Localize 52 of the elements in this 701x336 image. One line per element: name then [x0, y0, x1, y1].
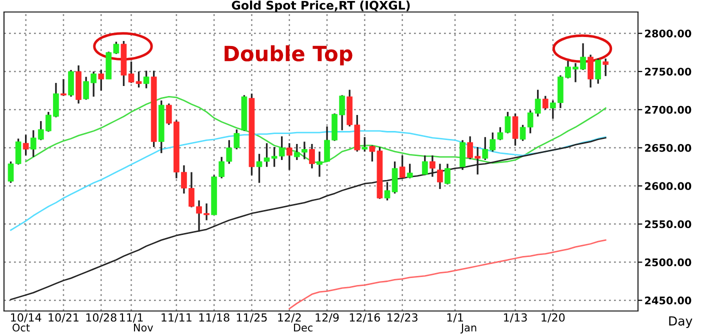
chart-title: Gold Spot Price,RT (IQXGL)	[232, 0, 410, 12]
candlestick	[444, 162, 450, 186]
text: Jan	[460, 324, 476, 334]
x-tick-label: 10/28	[86, 313, 116, 323]
line-series	[288, 239, 606, 310]
x-tick-label: 1/1	[447, 313, 463, 323]
candlestick	[22, 134, 29, 156]
y-tick-label: 2450.00	[645, 296, 692, 304]
candlestick	[143, 70, 150, 90]
y-tick-label: 2750.00	[645, 68, 692, 76]
x-tick-label: 10/21	[48, 313, 78, 323]
candlestick	[512, 112, 518, 146]
line-series	[10, 130, 606, 231]
x-tick-label: 12/9	[316, 313, 339, 323]
candlestick	[542, 95, 548, 110]
y-tick-label: 2800.00	[645, 30, 692, 38]
y-tick-label: 2500.00	[645, 258, 692, 266]
candlestick	[68, 69, 74, 98]
x-tick-label: 1/20	[542, 313, 565, 323]
line-series	[25, 96, 606, 164]
x-tick-label: 12/2	[278, 313, 301, 323]
candlestick	[60, 78, 66, 97]
x-tick-label: 12/16	[350, 313, 380, 323]
candlestick	[422, 154, 428, 176]
candlestick	[588, 54, 594, 88]
annotation: Double Top	[224, 45, 352, 66]
x-tick-label: 10/14	[11, 313, 42, 323]
candlestick	[595, 58, 602, 85]
x-tick-label: 11/18	[199, 313, 230, 323]
y-tick-label: 2600.00	[645, 182, 692, 190]
candlestick	[430, 154, 436, 178]
y-tick-label: 2700.00	[645, 106, 692, 114]
text: Dec	[294, 324, 313, 332]
candlestick	[286, 142, 292, 171]
line-series	[10, 137, 606, 300]
x-tick-label: 11/25	[236, 313, 267, 323]
y-tick-label: 2550.00	[645, 220, 692, 228]
x-axis-title: Day	[669, 316, 692, 328]
text: Nov	[134, 324, 154, 332]
candlestick	[309, 143, 315, 170]
candlestick	[602, 58, 609, 77]
x-tick-label: 11/1	[120, 313, 143, 323]
candlestick	[362, 136, 368, 152]
x-tick-label: 1/13	[504, 313, 527, 323]
candlestick	[437, 162, 443, 190]
candlestick	[98, 69, 104, 92]
text: Oct	[12, 324, 30, 332]
y-tick-label: 2650.00	[645, 144, 692, 152]
candlestick	[406, 162, 413, 180]
x-tick-label: 12/23	[388, 313, 418, 323]
x-tick-label: 11/11	[162, 313, 192, 323]
candlestick	[399, 154, 406, 180]
